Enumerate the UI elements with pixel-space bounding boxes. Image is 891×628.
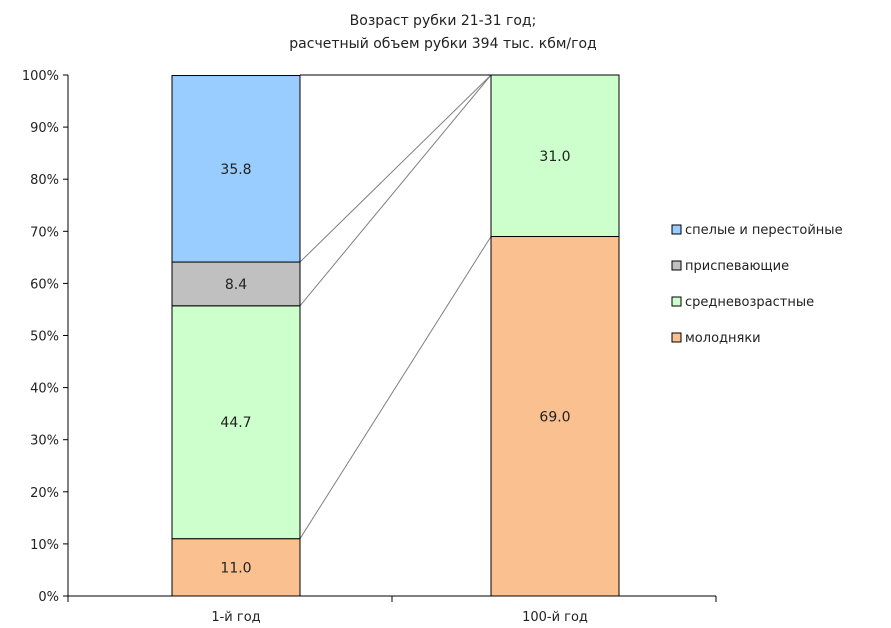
bar-segment-1-1 — [490, 74, 620, 238]
y-tick-label: 40% — [30, 382, 59, 397]
plot-area: 0% 10% 20% 30% 40% 50% 60% 70% 80% 90% 100% 1-й год… — [22, 69, 717, 625]
bar-segment-0-3 — [171, 75, 301, 263]
legend-swatch — [671, 224, 682, 235]
chart-title-line-1: Возраст рубки 21-31 год; — [350, 13, 537, 29]
y-tick-label: 20% — [30, 486, 59, 501]
y-tick-label: 30% — [30, 434, 59, 449]
legend-label: средневозрастные — [685, 295, 814, 310]
y-tick-label: 90% — [30, 121, 59, 136]
data-label: 44.7 — [220, 415, 251, 431]
series-connector-line — [299, 74, 492, 263]
data-label: 69.0 — [539, 409, 570, 425]
data-label: 35.8 — [220, 162, 251, 178]
legend-swatch — [671, 296, 682, 307]
bar-segment-0-2 — [171, 261, 301, 307]
x-tick-label: 1-й год — [211, 610, 260, 625]
bar-segment-1-0 — [490, 236, 620, 597]
x-tick-label: 100-й год — [522, 610, 588, 625]
legend: спелые и перестойные приспевающие среднево… — [671, 223, 843, 346]
y-tick-label: 0% — [38, 590, 59, 605]
series-connector-line — [299, 236, 492, 539]
legend-label: молодняки — [685, 331, 761, 346]
y-tick-label: 50% — [30, 330, 59, 345]
data-label: 11.0 — [220, 560, 251, 576]
y-tick-label: 100% — [22, 69, 59, 84]
series-connector-line — [299, 74, 492, 307]
y-tick-label: 80% — [30, 173, 59, 188]
y-tick-label: 60% — [30, 277, 59, 292]
bar-segment-0-0 — [171, 538, 301, 597]
legend-label: приспевающие — [685, 259, 789, 274]
y-tick-label: 10% — [30, 538, 59, 553]
bar-segment-0-1 — [171, 305, 301, 540]
y-tick-label: 70% — [30, 225, 59, 240]
data-label: 8.4 — [225, 277, 247, 293]
legend-label: спелые и перестойные — [685, 223, 843, 238]
legend-swatch — [671, 260, 682, 271]
legend-swatch — [671, 332, 682, 343]
chart-title-line-2: расчетный объем рубки 394 тыс. кбм/год — [289, 36, 596, 52]
data-label: 31.0 — [539, 149, 570, 165]
